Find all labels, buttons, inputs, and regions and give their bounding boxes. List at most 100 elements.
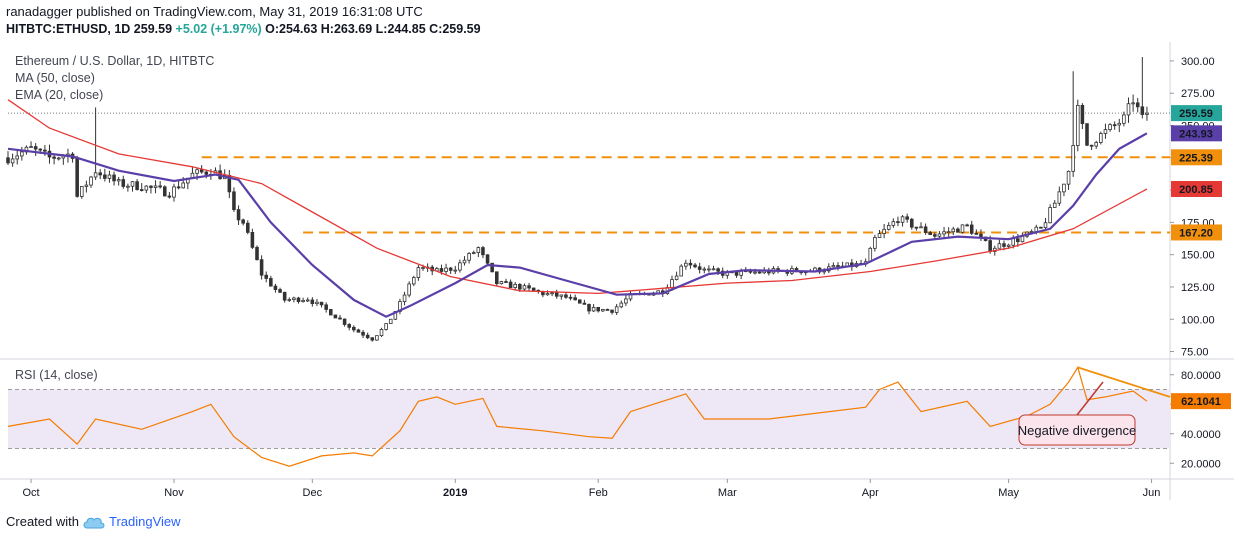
candle-down xyxy=(245,222,250,233)
candle-down xyxy=(167,195,172,198)
candle-down xyxy=(956,228,960,233)
candle-up xyxy=(1043,222,1048,228)
candle-down xyxy=(43,149,47,152)
candle-up xyxy=(1006,244,1011,247)
rsi-line xyxy=(7,365,1148,467)
candle-down xyxy=(716,268,720,272)
legend-ema[interactable]: EMA (20, close) xyxy=(15,88,104,102)
candle-up xyxy=(942,231,946,235)
candle-up xyxy=(513,284,518,288)
candle-up xyxy=(619,302,624,308)
candle-up xyxy=(1099,133,1103,143)
time-tick-label: Apr xyxy=(862,487,879,499)
annotation-box[interactable]: Negative divergence xyxy=(1018,381,1137,446)
candle-up xyxy=(384,323,388,330)
rsi-bands xyxy=(8,389,1170,449)
footer-brand[interactable]: TradingView xyxy=(108,514,181,529)
price-label-bg xyxy=(1171,125,1222,142)
candle-up xyxy=(559,294,564,297)
candle-up xyxy=(116,179,121,182)
candle-down xyxy=(273,285,278,290)
candle-down xyxy=(969,224,974,234)
candle-down xyxy=(356,329,361,333)
candle-up xyxy=(79,185,84,197)
candle-up xyxy=(679,265,684,277)
candle-down xyxy=(979,233,983,238)
time-tick-label: Dec xyxy=(303,487,323,499)
candle-down xyxy=(582,302,587,305)
rsi-band-fill xyxy=(8,389,1170,449)
candle-down xyxy=(347,324,352,328)
candle-up xyxy=(444,267,448,272)
price-label-167.20: 167.20 xyxy=(1171,224,1222,241)
ohlc: O:254.63 H:263.69 L:244.85 C:259.59 xyxy=(265,22,481,36)
time-tick-label: Feb xyxy=(589,487,608,499)
candle-down xyxy=(259,259,264,276)
candle-up xyxy=(1066,170,1071,185)
candle-up xyxy=(379,329,384,337)
candle-up xyxy=(1048,207,1052,224)
candle-up xyxy=(1034,226,1039,232)
candle-up xyxy=(499,281,504,285)
candle-down xyxy=(269,278,273,287)
candle-up xyxy=(997,243,1002,249)
candle-down xyxy=(481,247,485,256)
candle-down xyxy=(1112,124,1117,127)
candle-up xyxy=(545,293,550,296)
price-label-text: 259.59 xyxy=(1179,108,1213,120)
candle-up xyxy=(1071,145,1075,172)
price-label-243.93: 243.93 xyxy=(1171,125,1222,142)
legend-title: Ethereum / U.S. Dollar, 1D, HITBTC xyxy=(15,54,215,68)
candle-up xyxy=(522,285,527,290)
candle-up xyxy=(1094,142,1099,147)
candle-up xyxy=(181,182,186,189)
candle-down xyxy=(333,314,338,319)
candle-up xyxy=(1131,102,1135,105)
symbol-ohlc: HITBTC:ETHUSD, 1D 259.59 +5.02 (+1.97%) … xyxy=(6,22,481,36)
footer-created: Created with xyxy=(6,514,79,529)
candle-down xyxy=(1089,144,1094,147)
candle-down xyxy=(310,299,315,305)
candle-up xyxy=(130,181,135,187)
legend-ma[interactable]: MA (50, close) xyxy=(15,71,95,85)
candle-up xyxy=(144,185,149,191)
price-label-259.59: 259.59 xyxy=(1171,105,1222,122)
candle-down xyxy=(241,219,245,224)
legend-rsi[interactable]: RSI (14, close) xyxy=(15,368,98,382)
divergence-trendline xyxy=(1077,366,1171,398)
candle-up xyxy=(416,267,421,278)
candle-up xyxy=(1122,114,1126,124)
candle-down xyxy=(1039,226,1043,229)
candle-up xyxy=(1145,112,1149,115)
candle-up xyxy=(960,224,965,233)
candle-down xyxy=(255,246,259,261)
candle-up xyxy=(172,186,176,198)
candle-down xyxy=(1135,102,1140,108)
price-label-bg xyxy=(1171,105,1222,122)
symbol[interactable]: HITBTC:ETHUSD, 1D xyxy=(6,22,131,36)
candle-down xyxy=(176,186,181,189)
candle-down xyxy=(836,265,840,267)
candle-up xyxy=(402,294,407,303)
ma-50-line xyxy=(7,99,1148,295)
candle-up xyxy=(29,146,33,148)
candle-down xyxy=(933,234,937,237)
candle-up xyxy=(601,309,605,312)
candle-down xyxy=(490,262,494,273)
candle-down xyxy=(1085,123,1089,146)
candle-up xyxy=(1062,183,1066,193)
candle-up xyxy=(624,298,628,304)
candle-down xyxy=(914,226,919,229)
candle-up xyxy=(614,306,619,313)
candle-down xyxy=(162,186,167,197)
price-label-bg xyxy=(1171,180,1222,197)
candle-down xyxy=(103,174,107,179)
candle-up xyxy=(301,299,305,302)
candle-down xyxy=(988,240,992,252)
candle-down xyxy=(527,285,531,289)
candle-up xyxy=(1011,238,1016,246)
candle-down xyxy=(531,287,536,291)
candle-up xyxy=(56,157,61,160)
candle-down xyxy=(236,209,241,221)
